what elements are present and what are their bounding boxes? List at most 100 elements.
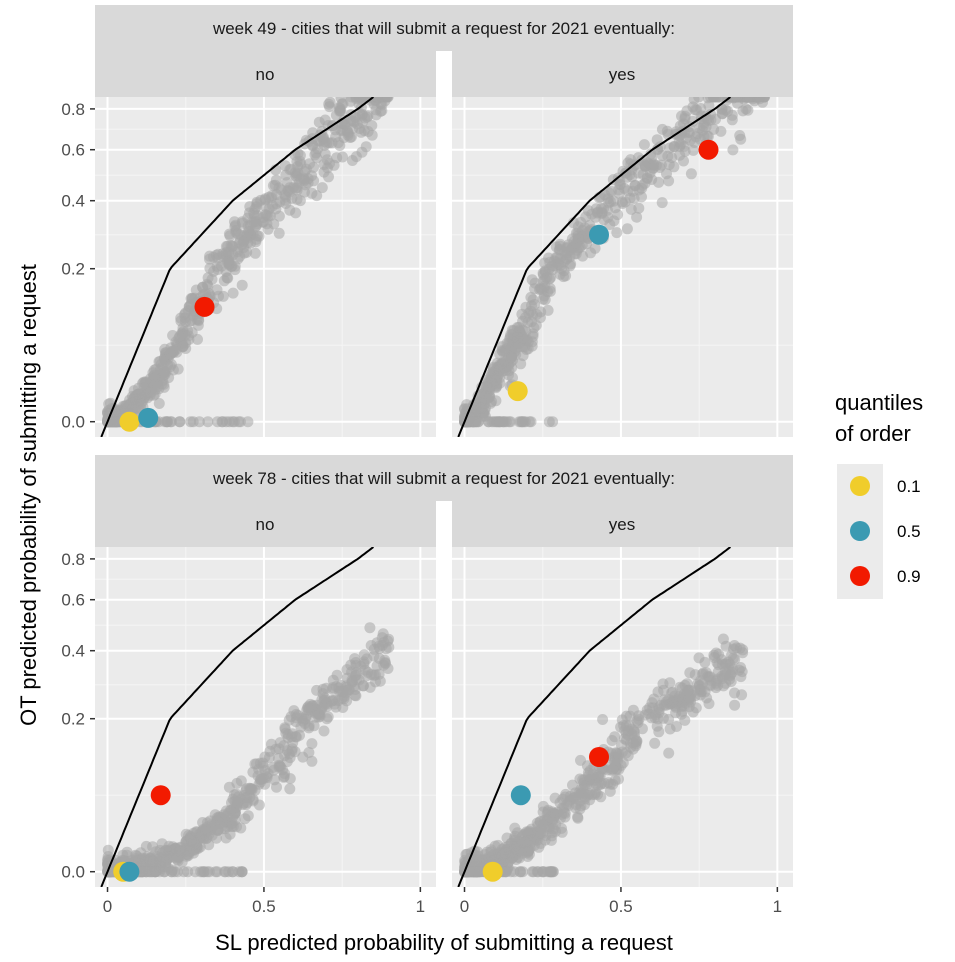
data-point (611, 227, 623, 239)
data-point (621, 223, 633, 235)
data-point (368, 650, 380, 662)
data-point (586, 208, 598, 220)
quantile-point-0.5 (510, 785, 531, 806)
y-tick-label: 0.4 (61, 192, 85, 211)
data-point (531, 309, 543, 320)
y-tick-label: 0.6 (61, 591, 85, 610)
panel-week78-no (95, 547, 436, 887)
data-point (244, 791, 256, 803)
data-point (200, 824, 212, 836)
data-point (720, 658, 732, 670)
data-point (179, 316, 191, 328)
x-axis-title: SL predicted probability of submitting a… (215, 930, 673, 955)
data-point (224, 230, 236, 242)
y-tick-label: 0.8 (61, 100, 85, 119)
quantile-point-0.9 (194, 296, 215, 317)
data-point (220, 832, 232, 844)
quantile-point-0.9 (150, 785, 171, 806)
data-point (564, 790, 576, 802)
data-point (279, 723, 291, 735)
col-strip-yes-bottom-label: yes (609, 515, 635, 534)
data-point (295, 173, 307, 185)
data-point (663, 747, 675, 759)
data-point (664, 142, 676, 154)
data-point (670, 126, 682, 138)
quantile-point-0.5 (138, 407, 159, 428)
data-point (244, 782, 255, 794)
data-point (306, 755, 318, 767)
data-point (675, 138, 687, 150)
data-point (606, 735, 618, 746)
col-strip-no-bottom-label: no (256, 515, 275, 534)
data-point (223, 781, 235, 793)
data-point (521, 826, 533, 838)
data-point (608, 195, 620, 207)
data-point (656, 150, 668, 161)
data-point (664, 677, 676, 689)
legend-title-line2: of order (835, 421, 911, 446)
data-point (295, 721, 307, 733)
data-point (468, 416, 480, 428)
data-point (327, 682, 339, 694)
data-point (572, 811, 584, 823)
data-point (126, 390, 138, 402)
data-point (368, 669, 380, 681)
background-points (459, 97, 771, 428)
identity-line (100, 547, 375, 887)
data-point (707, 97, 719, 103)
data-point (153, 356, 165, 368)
data-point (157, 374, 169, 386)
data-point (653, 726, 665, 738)
data-point (373, 640, 385, 652)
data-point (166, 866, 178, 878)
data-point (212, 416, 223, 428)
data-point (239, 813, 251, 825)
data-point (685, 168, 697, 180)
x-tick-label: 0.5 (609, 897, 633, 916)
legend-label-0.1: 0.1 (897, 477, 921, 496)
data-point (572, 221, 584, 233)
data-point (527, 328, 539, 340)
data-point (735, 662, 747, 673)
y-tick-label: 0.0 (61, 863, 85, 882)
x-tick-label: 1 (773, 897, 782, 916)
data-point (273, 210, 285, 222)
panels (95, 97, 793, 887)
data-point (542, 304, 554, 316)
data-point (318, 159, 330, 170)
data-point (284, 783, 296, 795)
data-point (213, 290, 224, 302)
data-point (379, 654, 391, 666)
data-point (259, 209, 271, 221)
data-point (708, 649, 720, 661)
col-strip-no-bottom (95, 501, 436, 547)
identity-line (457, 97, 732, 437)
data-point (121, 846, 133, 858)
data-point (158, 866, 170, 878)
data-point (534, 816, 546, 828)
data-point (161, 854, 173, 866)
data-point (173, 845, 185, 857)
quantile-point-0.5 (589, 224, 609, 245)
data-point (727, 144, 739, 156)
col-strip-yes-top-label: yes (609, 65, 635, 84)
data-point (316, 182, 328, 194)
data-point (737, 647, 749, 659)
quantile-point-0.5 (119, 861, 140, 882)
identity-line (100, 97, 375, 437)
data-point (235, 822, 247, 834)
y-axis-title: OT predicted probability of submitting a… (16, 264, 41, 726)
data-point (226, 817, 238, 829)
data-point (674, 149, 686, 161)
data-point (724, 670, 736, 682)
quantile-point-0.1 (482, 861, 503, 882)
data-point (182, 330, 194, 342)
x-tick-label: 0 (460, 897, 469, 916)
data-point (357, 680, 369, 692)
data-point (534, 827, 546, 839)
data-point (577, 250, 589, 262)
data-point (559, 807, 571, 819)
data-point (543, 416, 555, 428)
data-point (592, 779, 604, 791)
